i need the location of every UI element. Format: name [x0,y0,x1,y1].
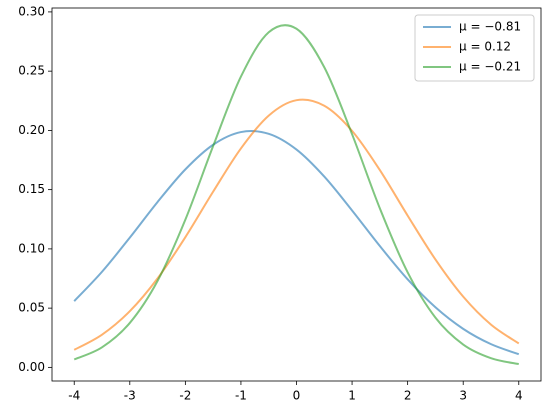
legend-label: μ = 0.12 [459,40,511,54]
legend-label: μ = −0.21 [459,60,521,74]
x-tick-label: 0 [293,389,301,403]
plot-frame [51,7,542,382]
x-tick-label: -2 [179,389,191,403]
line-series [73,24,519,366]
y-tick-label: 0.05 [18,301,45,315]
y-tick-label: 0.30 [18,4,45,18]
y-tick-label: 0.15 [18,182,45,196]
line-series [73,98,520,351]
line-series [73,130,520,356]
y-tick-label: 0.25 [18,64,45,78]
y-tick-label: 0.00 [18,360,45,374]
x-tick-label: 2 [404,389,412,403]
x-tick-label: 1 [348,389,356,403]
y-tick-label: 0.10 [18,241,45,255]
legend: μ = −0.81 μ = 0.12 μ = −0.21 [414,14,535,82]
x-tick-label: -3 [124,389,136,403]
y-tick-label: 0.20 [18,123,45,137]
x-tick-label: 4 [515,389,523,403]
x-tick-label: 3 [459,389,467,403]
x-tick-label: -1 [235,389,247,403]
legend-box [414,14,535,82]
legend-label: μ = −0.81 [459,20,521,34]
x-tick-label: -4 [68,389,80,403]
